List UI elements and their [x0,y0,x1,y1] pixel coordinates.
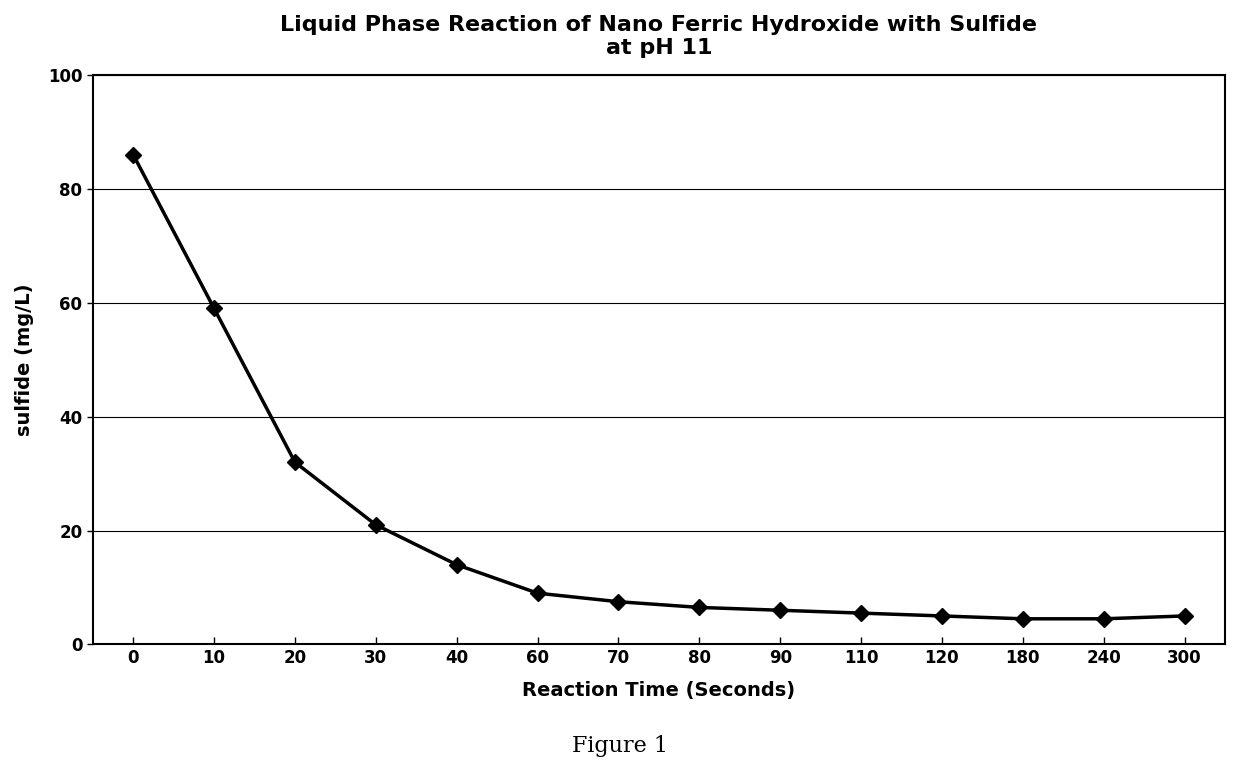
Title: Liquid Phase Reaction of Nano Ferric Hydroxide with Sulfide
at pH 11: Liquid Phase Reaction of Nano Ferric Hyd… [280,15,1038,58]
X-axis label: Reaction Time (Seconds): Reaction Time (Seconds) [522,681,796,700]
Text: Figure 1: Figure 1 [572,735,668,757]
Y-axis label: sulfide (mg/L): sulfide (mg/L) [15,284,33,436]
